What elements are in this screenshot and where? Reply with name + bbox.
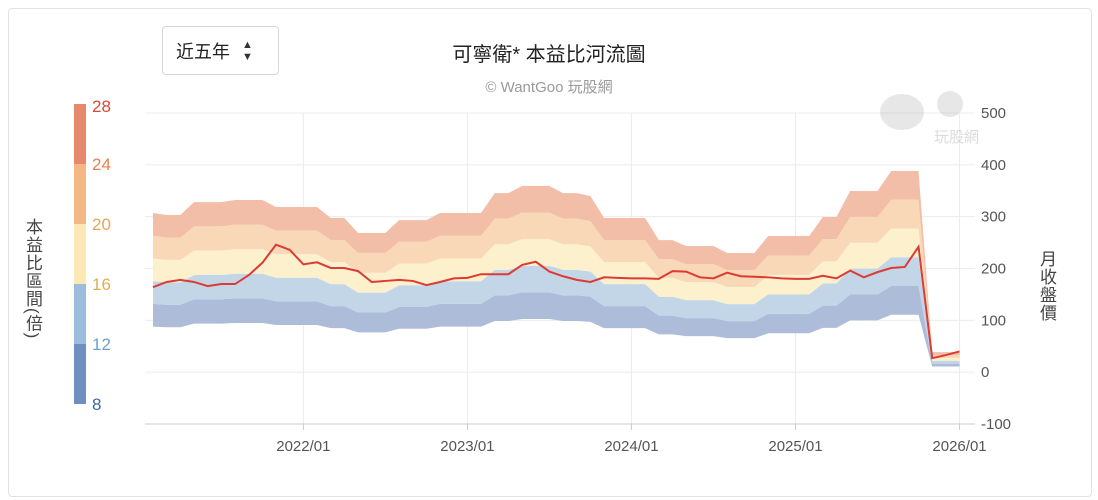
price-line	[152, 243, 960, 360]
legend-label: 16	[92, 275, 111, 294]
right-axis-label: 月收盤價	[1037, 250, 1056, 322]
x-tick-label: 2026/01	[932, 438, 986, 455]
legend-segment	[74, 344, 86, 404]
pe-band-8-12	[153, 285, 960, 367]
legend-segment	[74, 104, 86, 164]
y-tick-label: 300	[981, 209, 1006, 226]
legend-segment	[74, 224, 86, 284]
wantgoo-watermark-logo: 玩股網	[880, 91, 979, 146]
left-axis-label: 本益比區間(倍)	[23, 218, 42, 340]
x-tick-label: 2023/01	[440, 438, 494, 455]
sort-arrows-icon: ▲ ▼	[242, 38, 253, 63]
legend-label: 8	[92, 395, 101, 414]
x-tick-label: 2022/01	[276, 438, 330, 455]
range-select-value: 近五年	[176, 41, 230, 62]
range-select[interactable]: 近五年 ▲ ▼	[162, 26, 279, 75]
y-tick-label: 0	[981, 364, 989, 381]
x-tick-label: 2025/01	[768, 438, 822, 455]
chart-subtitle: © WantGoo 玩股網	[485, 79, 613, 96]
y-tick-label: 100	[981, 312, 1006, 329]
y-tick-label: 200	[981, 261, 1006, 278]
legend-segment	[74, 164, 86, 224]
legend-label: 24	[92, 155, 111, 174]
legend-label: 28	[92, 97, 111, 116]
pe-band-16-20	[153, 228, 960, 361]
pe-band-12-16	[153, 257, 960, 364]
svg-text:玩股網: 玩股網	[934, 129, 979, 146]
y-tick-label: 400	[981, 157, 1006, 174]
y-tick-label: -100	[981, 416, 1011, 433]
pe-band-24-28	[153, 171, 960, 355]
chart-title: 可寧衛* 本益比河流圖	[452, 44, 646, 66]
y-tick-label: 500	[981, 105, 1006, 122]
legend-label: 20	[92, 215, 111, 234]
x-tick-label: 2024/01	[604, 438, 658, 455]
pe-band-20-24	[153, 199, 960, 358]
legend-segment	[74, 284, 86, 344]
legend-label: 12	[92, 335, 111, 354]
